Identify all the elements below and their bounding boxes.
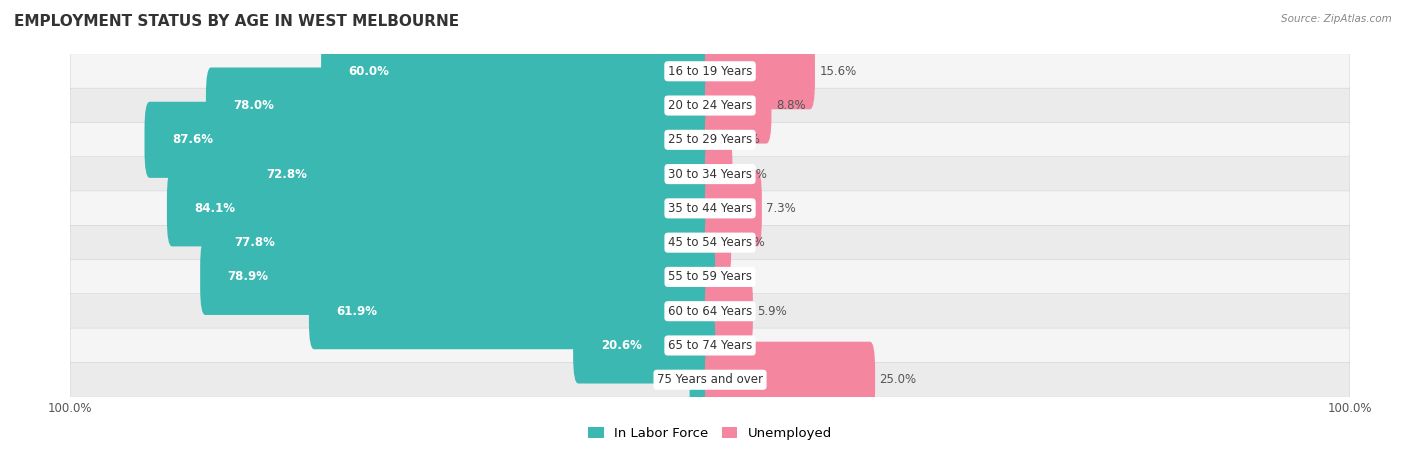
Text: 60 to 64 Years: 60 to 64 Years (668, 305, 752, 318)
Text: 72.8%: 72.8% (267, 168, 308, 180)
Text: 77.8%: 77.8% (235, 236, 276, 249)
Text: 2.4%: 2.4% (717, 373, 749, 386)
Text: 55 to 59 Years: 55 to 59 Years (668, 271, 752, 283)
Text: 25 to 29 Years: 25 to 29 Years (668, 133, 752, 146)
Text: 87.6%: 87.6% (172, 133, 214, 146)
FancyBboxPatch shape (574, 308, 716, 383)
FancyBboxPatch shape (704, 273, 752, 349)
Text: Source: ZipAtlas.com: Source: ZipAtlas.com (1281, 14, 1392, 23)
FancyBboxPatch shape (70, 122, 1350, 157)
FancyBboxPatch shape (70, 362, 1350, 397)
FancyBboxPatch shape (704, 68, 772, 143)
FancyBboxPatch shape (704, 136, 733, 212)
Text: 1.8%: 1.8% (731, 133, 761, 146)
FancyBboxPatch shape (167, 170, 716, 246)
Text: EMPLOYMENT STATUS BY AGE IN WEST MELBOURNE: EMPLOYMENT STATUS BY AGE IN WEST MELBOUR… (14, 14, 460, 28)
FancyBboxPatch shape (70, 225, 1350, 260)
FancyBboxPatch shape (309, 273, 716, 349)
Text: 15.6%: 15.6% (820, 65, 856, 78)
Text: 45 to 54 Years: 45 to 54 Years (668, 236, 752, 249)
FancyBboxPatch shape (200, 239, 716, 315)
Text: 20.6%: 20.6% (600, 339, 641, 352)
Text: 75 Years and over: 75 Years and over (657, 373, 763, 386)
FancyBboxPatch shape (145, 102, 716, 178)
FancyBboxPatch shape (704, 170, 762, 246)
FancyBboxPatch shape (70, 259, 1350, 295)
Text: 61.9%: 61.9% (336, 305, 377, 318)
Text: 30 to 34 Years: 30 to 34 Years (668, 168, 752, 180)
FancyBboxPatch shape (704, 342, 875, 418)
Text: 0.0%: 0.0% (720, 271, 749, 283)
FancyBboxPatch shape (239, 136, 716, 212)
Text: 2.5%: 2.5% (735, 236, 765, 249)
FancyBboxPatch shape (70, 294, 1350, 329)
Text: 78.0%: 78.0% (233, 99, 274, 112)
Text: 0.0%: 0.0% (720, 339, 749, 352)
FancyBboxPatch shape (70, 328, 1350, 363)
Text: 35 to 44 Years: 35 to 44 Years (668, 202, 752, 215)
Text: 78.9%: 78.9% (228, 271, 269, 283)
FancyBboxPatch shape (70, 191, 1350, 226)
Text: 84.1%: 84.1% (194, 202, 235, 215)
Text: 65 to 74 Years: 65 to 74 Years (668, 339, 752, 352)
FancyBboxPatch shape (70, 88, 1350, 123)
Text: 5.9%: 5.9% (758, 305, 787, 318)
FancyBboxPatch shape (689, 342, 716, 418)
FancyBboxPatch shape (70, 54, 1350, 89)
Text: 7.3%: 7.3% (766, 202, 796, 215)
FancyBboxPatch shape (704, 33, 815, 109)
FancyBboxPatch shape (207, 205, 716, 281)
Legend: In Labor Force, Unemployed: In Labor Force, Unemployed (582, 422, 838, 445)
Text: 20 to 24 Years: 20 to 24 Years (668, 99, 752, 112)
Text: 25.0%: 25.0% (880, 373, 917, 386)
FancyBboxPatch shape (70, 156, 1350, 192)
FancyBboxPatch shape (704, 205, 731, 281)
Text: 60.0%: 60.0% (349, 65, 389, 78)
Text: 8.8%: 8.8% (776, 99, 806, 112)
Text: 16 to 19 Years: 16 to 19 Years (668, 65, 752, 78)
Text: 2.7%: 2.7% (737, 168, 766, 180)
FancyBboxPatch shape (704, 102, 727, 178)
FancyBboxPatch shape (321, 33, 716, 109)
FancyBboxPatch shape (205, 68, 716, 143)
